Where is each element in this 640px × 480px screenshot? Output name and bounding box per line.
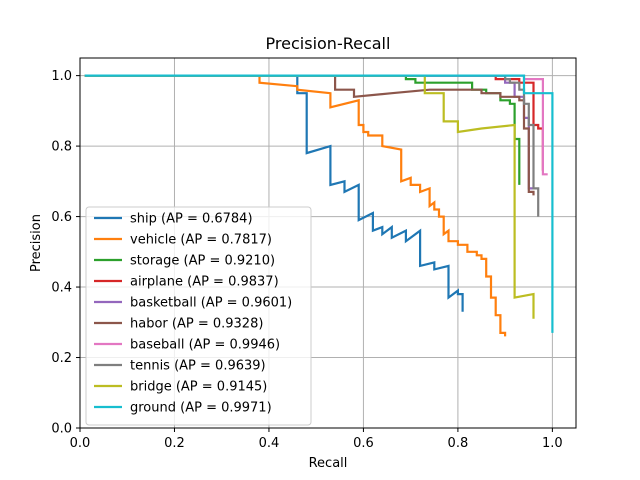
y-tick-label: 0.4 [51,281,72,296]
series-line-vehicle [84,74,507,337]
x-tick-label: 0.6 [353,436,374,451]
legend-entry: storage (AP = 0.9210) [130,254,275,269]
chart-title: Precision-Recall [266,34,391,53]
series-line-ship [84,74,464,312]
legend-entry: baseball (AP = 0.9946) [130,338,280,353]
legend-entry: airplane (AP = 0.9837) [130,275,279,290]
x-axis-label: Recall [309,456,348,471]
y-tick-label: 0.6 [51,210,72,225]
legend-entry: ground (AP = 0.9971) [130,401,272,416]
x-tick-label: 0.8 [448,436,469,451]
legend-entry: tennis (AP = 0.9639) [130,359,266,374]
x-tick-label: 0.4 [259,436,280,451]
legend-entry: vehicle (AP = 0.7817) [130,233,272,248]
legend-entry: habor (AP = 0.9328) [130,317,263,332]
axis-ticks: 0.0 0.2 0.4 0.6 0.8 1.0 0.0 0.2 0.4 0.6 0.8 1.0 [51,69,562,451]
legend-box [85,206,312,426]
series-line-basketball [84,74,534,190]
series-line-bridge [84,74,535,319]
y-axis-label: Precision [29,214,44,272]
legend-entry: basketball (AP = 0.9601) [130,296,292,311]
series-line-ground [84,74,554,333]
series-line-airplane [84,74,545,171]
series-line-storage [84,74,521,185]
series-lines [84,74,554,337]
legend-entry: bridge (AP = 0.9145) [130,380,267,395]
legend: ship (AP = 0.6784) vehicle (AP = 0.7817) s… [85,206,312,426]
plot-frame [79,57,577,429]
y-tick-label: 0.2 [51,351,72,366]
y-tick-label: 0.0 [51,422,72,437]
legend-entry: ship (AP = 0.6784) [130,212,253,227]
y-tick-label: 0.8 [51,140,72,155]
x-tick-label: 1.0 [542,436,563,451]
series-line-habor [84,74,535,196]
y-tick-label: 1.0 [51,69,72,84]
x-tick-label: 0.2 [164,436,185,451]
x-tick-label: 0.0 [70,436,91,451]
